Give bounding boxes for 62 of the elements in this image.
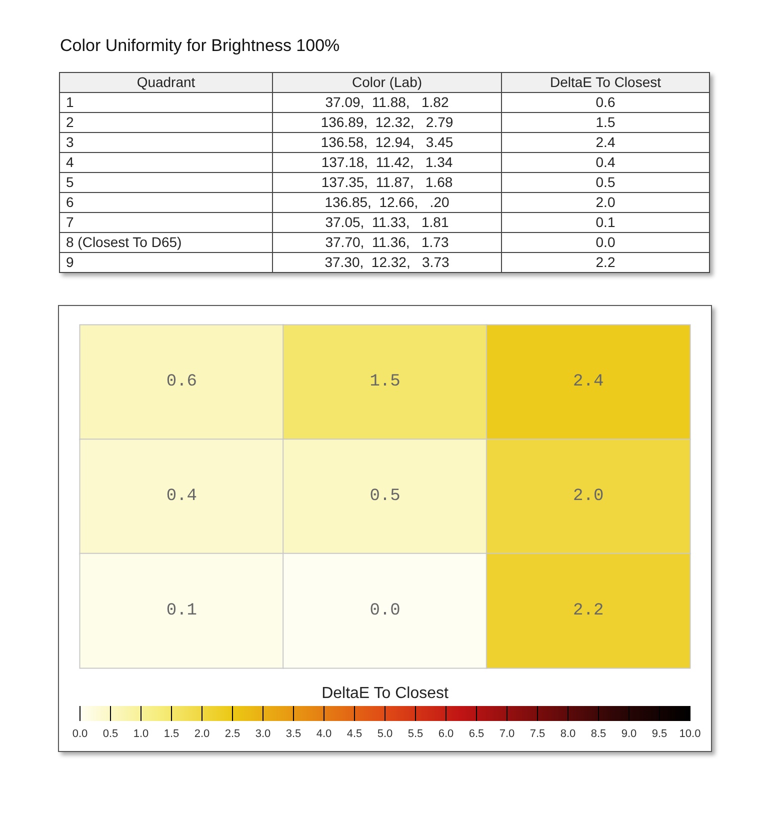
data-label: 2.0 — [573, 487, 604, 506]
data-label: 0.5 — [370, 487, 400, 506]
text: 0.1 — [502, 212, 710, 232]
data-label: 0.1 — [166, 601, 197, 620]
category-label: 2 — [60, 112, 272, 132]
text: 0.0 — [502, 232, 710, 252]
color-bar-label: 0.0 — [72, 728, 88, 740]
color-bar-label: 3.0 — [255, 728, 271, 740]
data-label: 2.4 — [573, 372, 604, 392]
category-label: 8 (Closest To D65) — [60, 232, 272, 252]
color-bar-label: 9.5 — [652, 728, 668, 740]
text: 0.4 — [502, 152, 710, 172]
category-label: 7 — [60, 212, 272, 232]
text: 0.5 — [502, 172, 710, 192]
color-bar-label: 0.5 — [102, 728, 118, 740]
data-label: 0.6 — [166, 372, 197, 392]
color-bar-label: 6.0 — [438, 728, 454, 740]
category-label: 9 — [60, 252, 272, 272]
text: 2.4 — [502, 132, 710, 152]
color-bar-label: 4.0 — [316, 728, 332, 740]
color-bar-label: 4.5 — [346, 728, 362, 740]
text: Color (Lab) — [272, 72, 502, 92]
color-bar-label: 3.5 — [286, 728, 302, 740]
color-bar-label: 8.5 — [590, 728, 606, 740]
color-bar-label: 9.0 — [621, 728, 637, 740]
text: 136.85, 12.66, .20 — [272, 192, 502, 212]
color-bar-label: 2.5 — [224, 728, 240, 740]
color-bar-label: 7.0 — [499, 728, 515, 740]
text: 2.2 — [502, 252, 710, 272]
data-label: 2.2 — [573, 601, 604, 620]
category-label: 6 — [60, 192, 272, 212]
color-bar-label: 8.0 — [560, 728, 576, 740]
text: 0.6 — [502, 92, 710, 112]
text: 137.18, 11.42, 1.34 — [272, 152, 502, 172]
category-label: 3 — [60, 132, 272, 152]
text: Color Uniformity for Brightness 100% — [60, 36, 340, 56]
text: 136.58, 12.94, 3.45 — [272, 132, 502, 152]
data-label: 0.4 — [166, 487, 197, 506]
category-label: 1 — [60, 92, 272, 112]
text: 37.30, 12.32, 3.73 — [272, 252, 502, 272]
text: 37.70, 11.36, 1.73 — [272, 232, 502, 252]
color-bar-label: 1.0 — [133, 728, 149, 740]
category-label: 5 — [60, 172, 272, 192]
color-bar-label: 5.0 — [377, 728, 393, 740]
text: 2.0 — [502, 192, 710, 212]
text: 136.89, 12.32, 2.79 — [272, 112, 502, 132]
text: 1.5 — [502, 112, 710, 132]
color-bar-label: 1.5 — [164, 728, 180, 740]
color-bar-title: DeltaE To Closest — [322, 685, 449, 702]
data-label: 1.5 — [370, 372, 400, 392]
text: Quadrant — [60, 72, 272, 92]
color-bar-label: 2.0 — [194, 728, 210, 740]
color-bar-label: 7.5 — [530, 728, 546, 740]
text: DeltaE To Closest — [502, 72, 710, 92]
text: 137.35, 11.87, 1.68 — [272, 172, 502, 192]
data-label: 0.0 — [370, 601, 400, 620]
color-bar-label: 5.5 — [408, 728, 424, 740]
text: 37.05, 11.33, 1.81 — [272, 212, 502, 232]
text: 37.09, 11.88, 1.82 — [272, 92, 502, 112]
category-label: 4 — [60, 152, 272, 172]
color-bar-label: 6.5 — [468, 728, 484, 740]
color-bar-label: 10.0 — [679, 728, 701, 740]
